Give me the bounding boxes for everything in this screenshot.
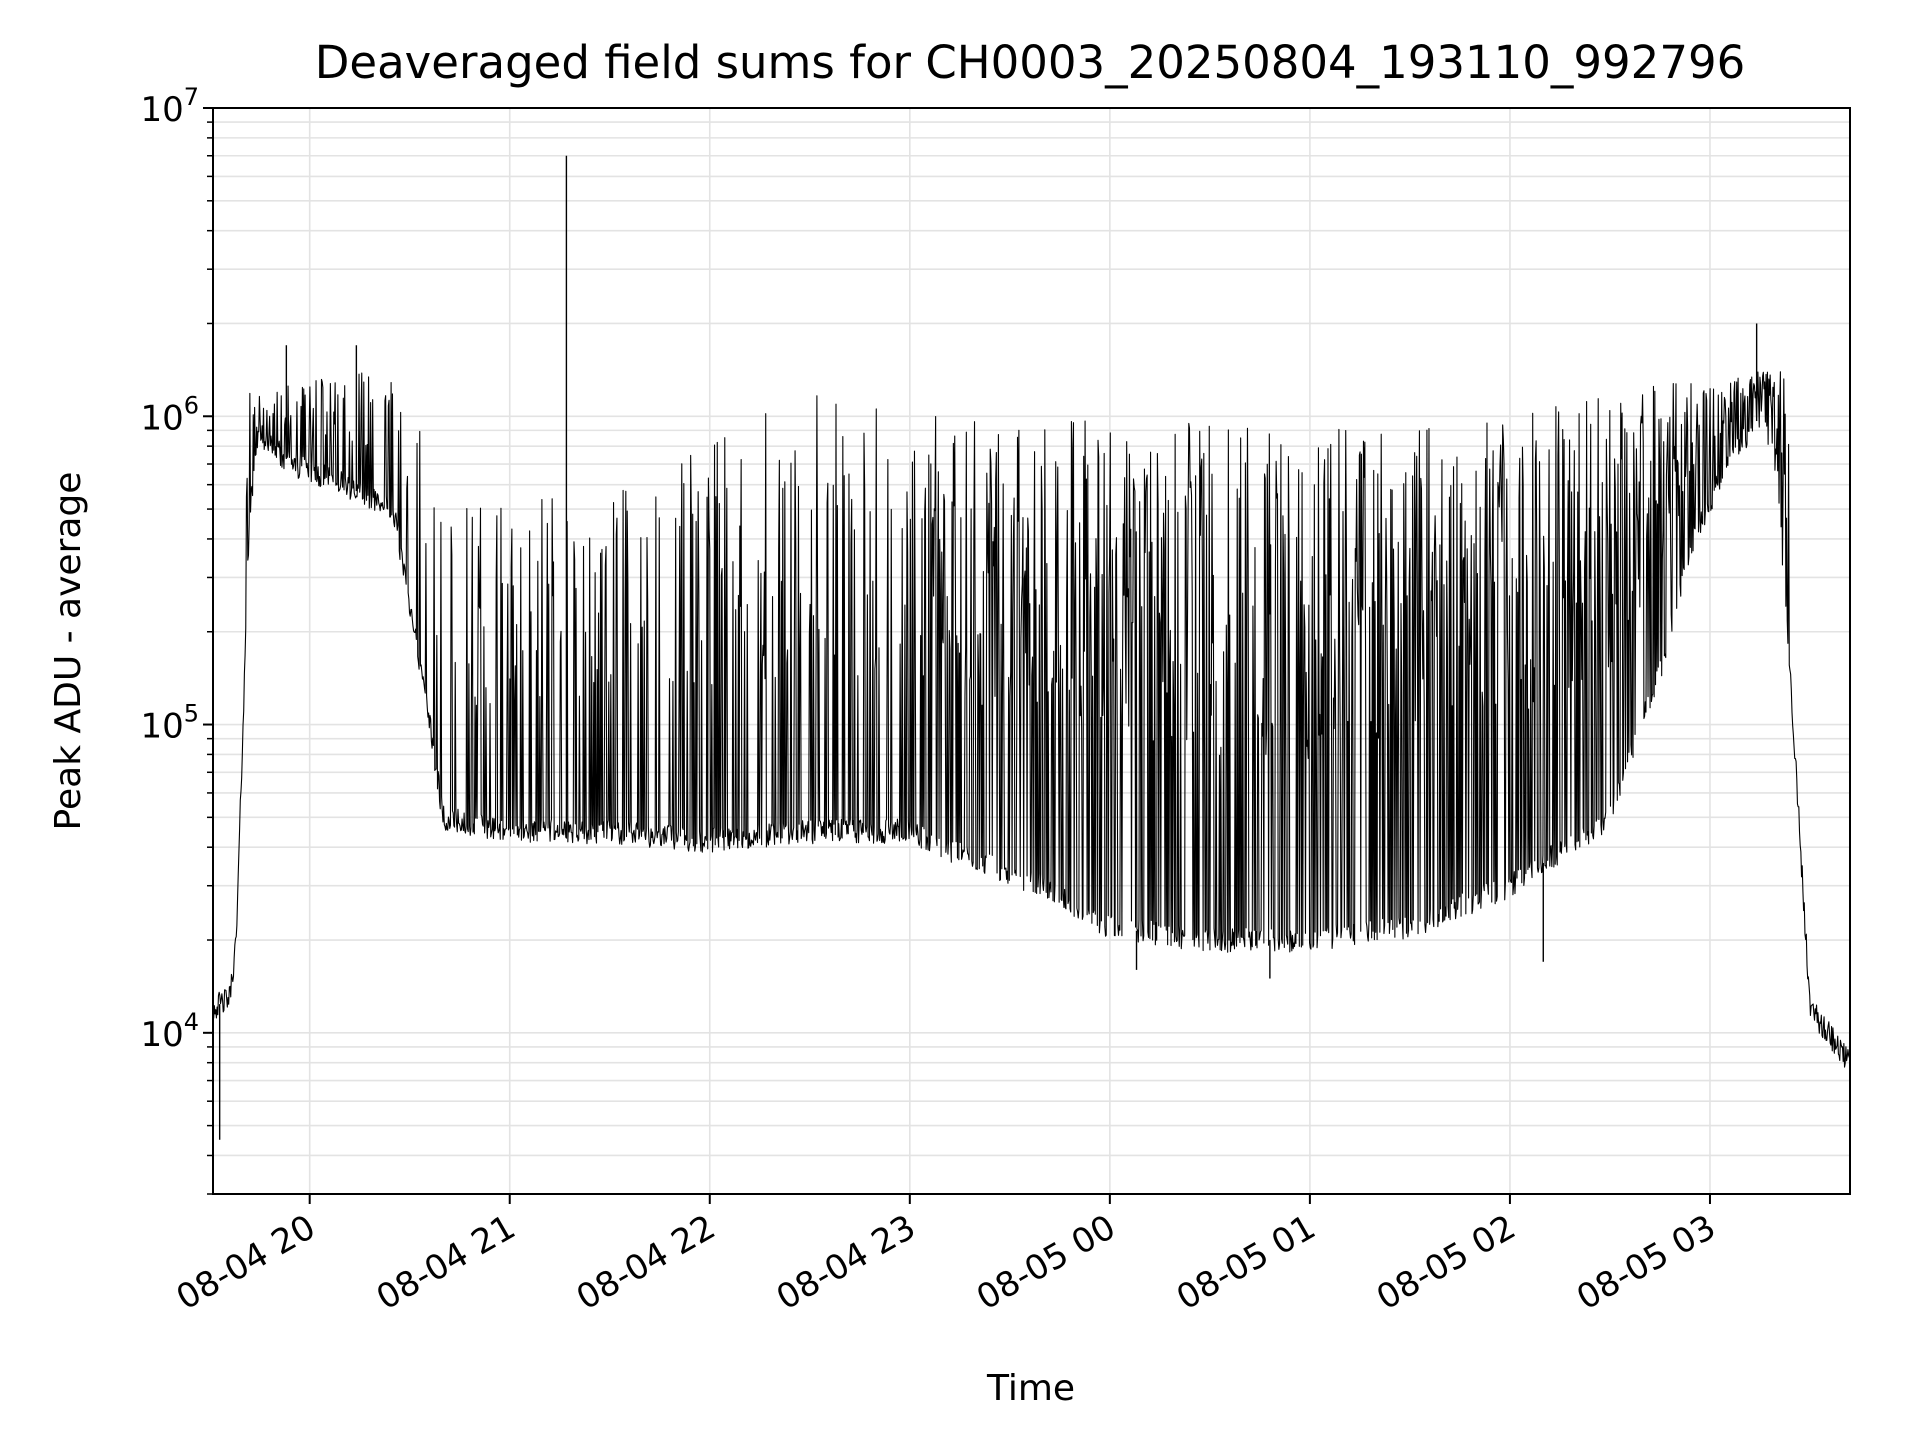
x-tick-label: 08-05 03 xyxy=(1570,1207,1722,1318)
x-tick-label: 08-05 01 xyxy=(1170,1207,1322,1318)
y-tick-label: 106 xyxy=(140,391,199,438)
x-tick-label: 08-04 21 xyxy=(370,1207,522,1318)
x-tick-label: 08-04 23 xyxy=(770,1207,922,1318)
x-axis-label: Time xyxy=(986,1368,1075,1409)
plot-frame xyxy=(212,107,1851,1195)
x-tick-label: 08-05 00 xyxy=(970,1207,1122,1318)
y-tick-label: 105 xyxy=(140,700,199,747)
y-axis: 104 105 106 107 xyxy=(140,83,213,1195)
series-trace xyxy=(212,371,1851,1068)
grid xyxy=(213,107,1850,1195)
y-tick-label: 107 xyxy=(140,83,199,130)
series-line xyxy=(212,155,1851,1140)
y-axis-label: Peak ADU - average xyxy=(48,472,89,831)
y-tick-label: 104 xyxy=(140,1008,199,1055)
x-tick-label: 08-04 22 xyxy=(570,1207,722,1318)
chart-title: Deaveraged field sums for CH0003_2025080… xyxy=(315,36,1745,89)
x-tick-label: 08-05 02 xyxy=(1370,1207,1522,1318)
x-tick-label: 08-04 20 xyxy=(170,1207,322,1318)
x-axis: 08-04 20 08-04 21 08-04 22 08-04 23 08-05 00… xyxy=(170,1194,1722,1318)
